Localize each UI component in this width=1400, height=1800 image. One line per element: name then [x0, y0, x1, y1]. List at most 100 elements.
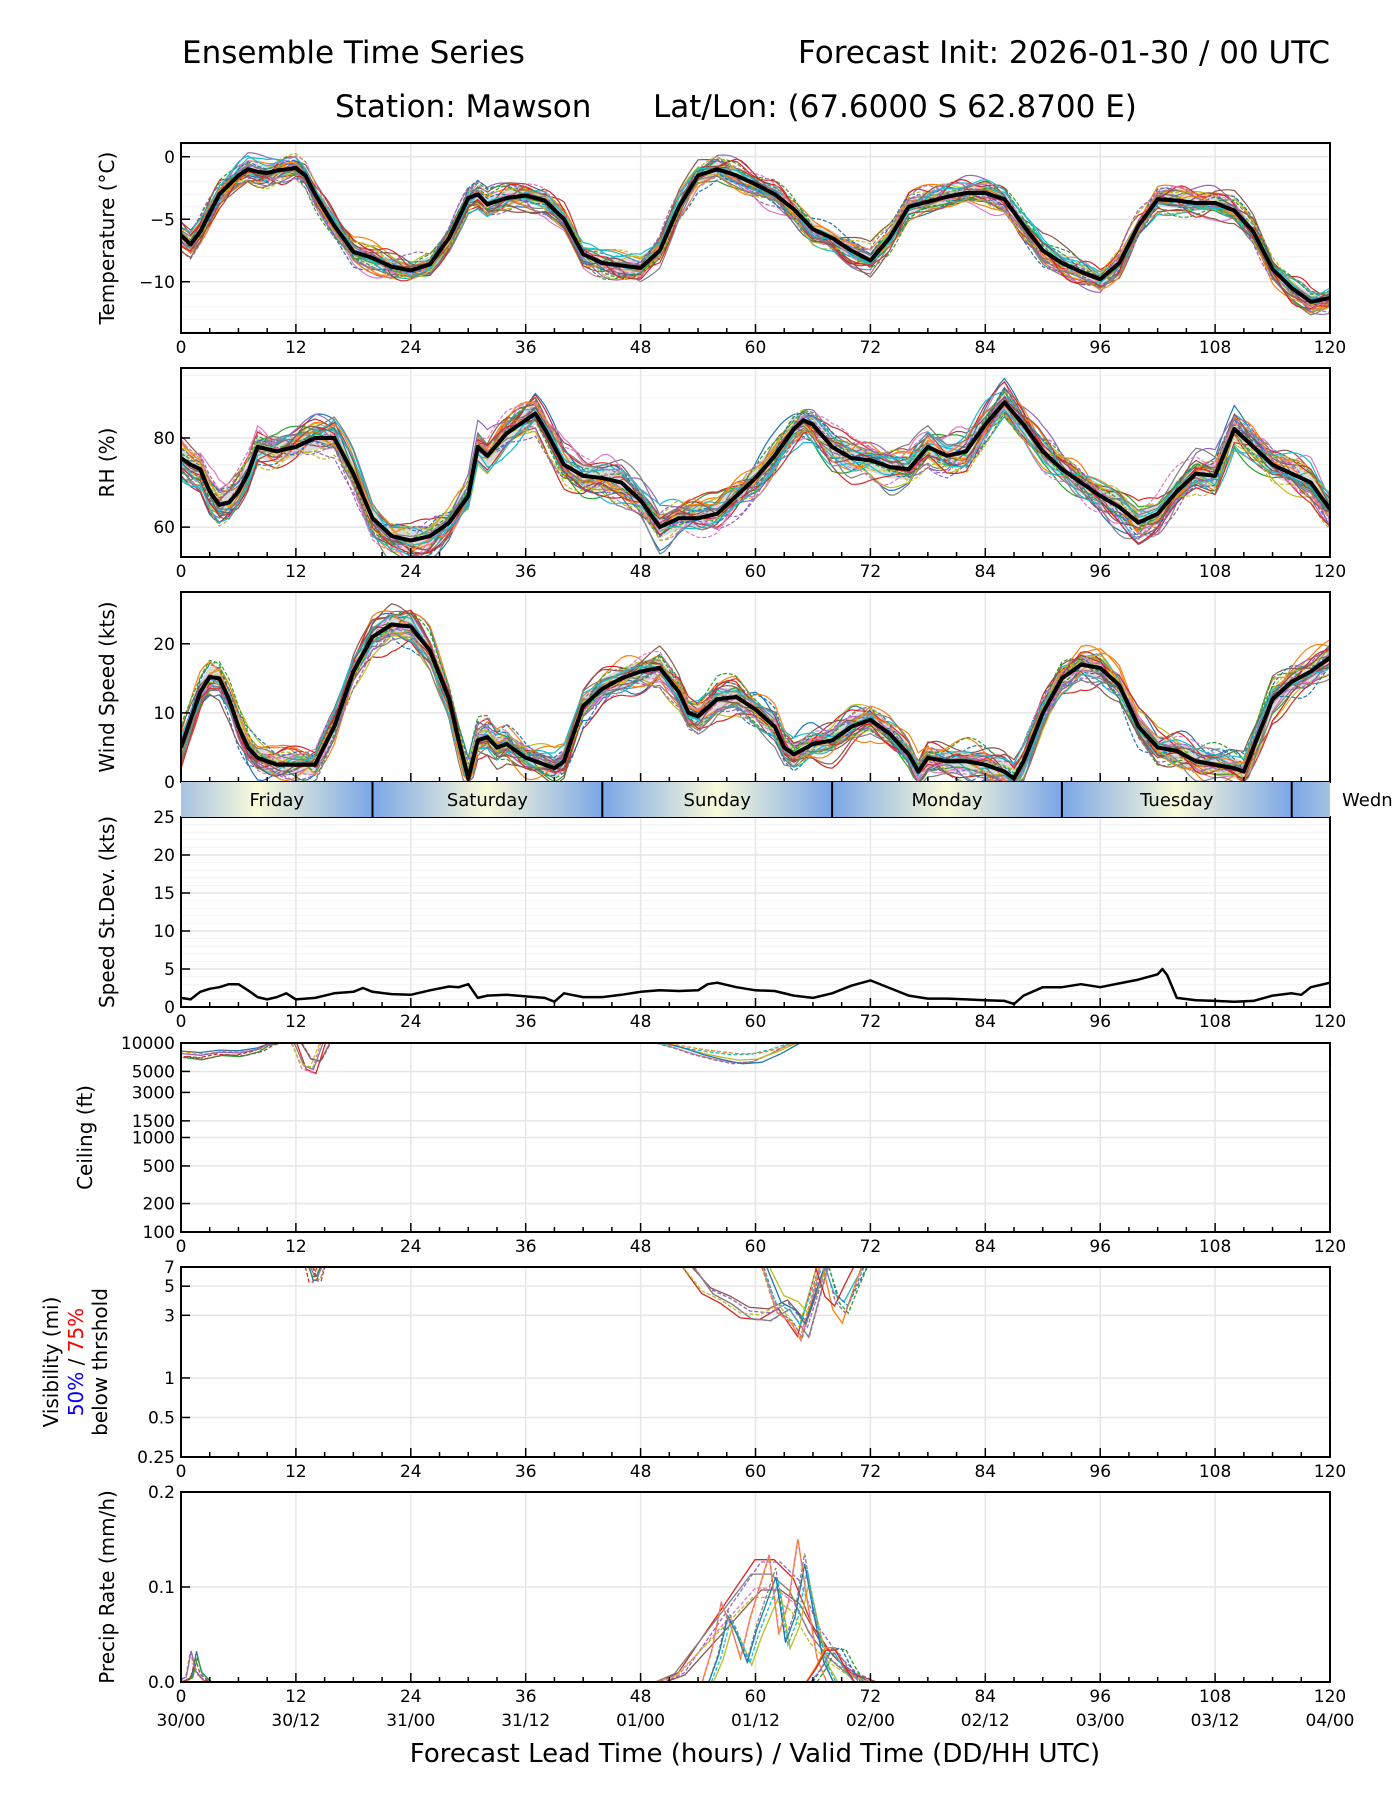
x-tick-label: 60: [745, 1462, 767, 1482]
ensemble-member-line: [181, 402, 1330, 550]
y-tick-label: 1: [164, 1369, 175, 1389]
plot-area-rh: [181, 377, 1330, 557]
y-axis-label: Ceiling (ft): [73, 1085, 97, 1190]
ensemble-member-line: [181, 390, 1330, 557]
panel-speed_stdev: 0 12 24 36 48 60 72 84 96 108 120 0 5 10 15 20 25 Speed S…: [95, 808, 1346, 1032]
y-tick-label: 1500: [132, 1112, 175, 1132]
y-tick-label: 0.5: [148, 1408, 175, 1428]
ensemble-member-line: [181, 399, 1330, 555]
x-tick-label: 96: [1089, 1237, 1111, 1257]
valid-time-label: 02/12: [961, 1711, 1010, 1731]
x-tick-label: 60: [745, 338, 767, 358]
x-tick-label: 36: [515, 1012, 537, 1032]
x-tick-label: 120: [1314, 338, 1346, 358]
x-tick-label: 0: [176, 338, 187, 358]
day-segment: [181, 782, 373, 817]
day-segment: [832, 782, 1062, 817]
valid-time-label: 31/00: [386, 1711, 435, 1731]
y-tick-label: 0.0: [148, 1673, 175, 1693]
y-tick-label: 1000: [132, 1129, 175, 1149]
ensemble-member-line: [181, 401, 1330, 532]
plot-area-precip_rate: [181, 1538, 877, 1682]
x-tick-label: 48: [630, 562, 652, 582]
x-tick-label: 108: [1199, 1462, 1231, 1482]
day-label: Wedn: [1342, 790, 1393, 811]
ensemble-member-line: [663, 1043, 798, 1055]
x-tick-label: 24: [400, 1237, 422, 1257]
x-tick-label: 108: [1199, 1237, 1231, 1257]
day-segment: [1291, 782, 1330, 817]
ensemble-member-line: [761, 1267, 820, 1327]
ensemble-member-line: [665, 1043, 801, 1065]
title-left: Ensemble Time Series: [182, 35, 525, 71]
ensemble-member-line: [761, 1267, 820, 1341]
ensemble-member-line: [762, 1267, 821, 1343]
y-tick-label: 10000: [121, 1034, 175, 1054]
x-tick-label: 0: [176, 1687, 187, 1707]
x-tick-label: 84: [974, 1687, 996, 1707]
valid-time-label: 02/00: [846, 1711, 895, 1731]
panel-visibility: 0 12 24 36 48 60 72 84 96 108 120 75 3 1 0.5 0.25 Visibi…: [39, 1258, 1346, 1482]
x-tick-label: 96: [1089, 562, 1111, 582]
x-tick-label: 48: [630, 1237, 652, 1257]
subtitle-station: Station: Mawson: [335, 89, 591, 125]
ensemble-member-line: [763, 1267, 822, 1341]
x-tick-label: 108: [1199, 338, 1231, 358]
ensemble-member-line: [181, 409, 1330, 541]
ensemble-member-line: [806, 1649, 856, 1682]
y-tick-label: 7: [164, 1258, 175, 1278]
ensemble-member-line: [701, 1539, 828, 1682]
ensemble-member-line: [710, 1569, 837, 1682]
ensemble-member-line: [814, 1267, 855, 1308]
stdev-line: [181, 967, 1330, 1006]
x-tick-label: 36: [515, 1687, 537, 1707]
valid-time-label: 31/12: [501, 1711, 550, 1731]
x-tick-label: 108: [1199, 562, 1231, 582]
ensemble-member-line: [181, 603, 1330, 782]
ensemble-member-line: [181, 406, 1330, 557]
ensemble-member-line: [181, 631, 1330, 782]
ensemble-mean-line: [181, 400, 1330, 543]
ensemble-member-line: [708, 1563, 834, 1682]
ensemble-member-line: [682, 1267, 818, 1332]
ensemble-member-line: [181, 1650, 206, 1682]
x-tick-label: 36: [515, 1462, 537, 1482]
ensemble-member-line: [693, 1267, 829, 1339]
y-tick-label: 5000: [132, 1062, 175, 1082]
x-tick-label: 0: [176, 1462, 187, 1482]
y-tick-label: 25: [153, 808, 175, 828]
x-tick-label: 60: [745, 1687, 767, 1707]
y-tick-label: 80: [153, 429, 175, 449]
x-tick-label: 120: [1314, 1462, 1346, 1482]
x-tick-label: 72: [860, 1462, 882, 1482]
ensemble-member-line: [825, 1267, 865, 1314]
ensemble-member-line: [766, 1267, 825, 1326]
x-tick-label: 48: [630, 1012, 652, 1032]
legend-50pct: 50%: [64, 1372, 88, 1416]
x-tick-label: 108: [1199, 1012, 1231, 1032]
x-tick-label: 12: [285, 562, 307, 582]
ensemble-member-line: [181, 405, 1330, 538]
y-tick-label: 10: [153, 704, 175, 724]
y-tick-label: 20: [153, 635, 175, 655]
ensemble-member-line: [304, 1267, 318, 1283]
valid-time-label: 04/00: [1306, 1711, 1355, 1731]
ensemble-member-line: [181, 158, 1330, 297]
y-tick-label: 0.2: [148, 1483, 175, 1503]
valid-time-label: 03/00: [1076, 1711, 1125, 1731]
x-tick-label: 24: [400, 562, 422, 582]
x-tick-label: 120: [1314, 1237, 1346, 1257]
y-axis-label: Wind Speed (kts): [95, 601, 119, 772]
x-tick-label: 120: [1314, 1687, 1346, 1707]
y-axis-label: Temperature (°C): [95, 152, 119, 326]
x-tick-label: 12: [285, 1462, 307, 1482]
ensemble-member-line: [312, 1267, 326, 1282]
x-tick-label: 84: [974, 1462, 996, 1482]
y-tick-label: 3000: [132, 1083, 175, 1103]
ensemble-member-line: [181, 1043, 278, 1056]
x-tick-label: 84: [974, 1012, 996, 1032]
x-tick-label: 120: [1314, 1012, 1346, 1032]
x-tick-label: 36: [515, 1237, 537, 1257]
x-tick-label: 108: [1199, 1687, 1231, 1707]
